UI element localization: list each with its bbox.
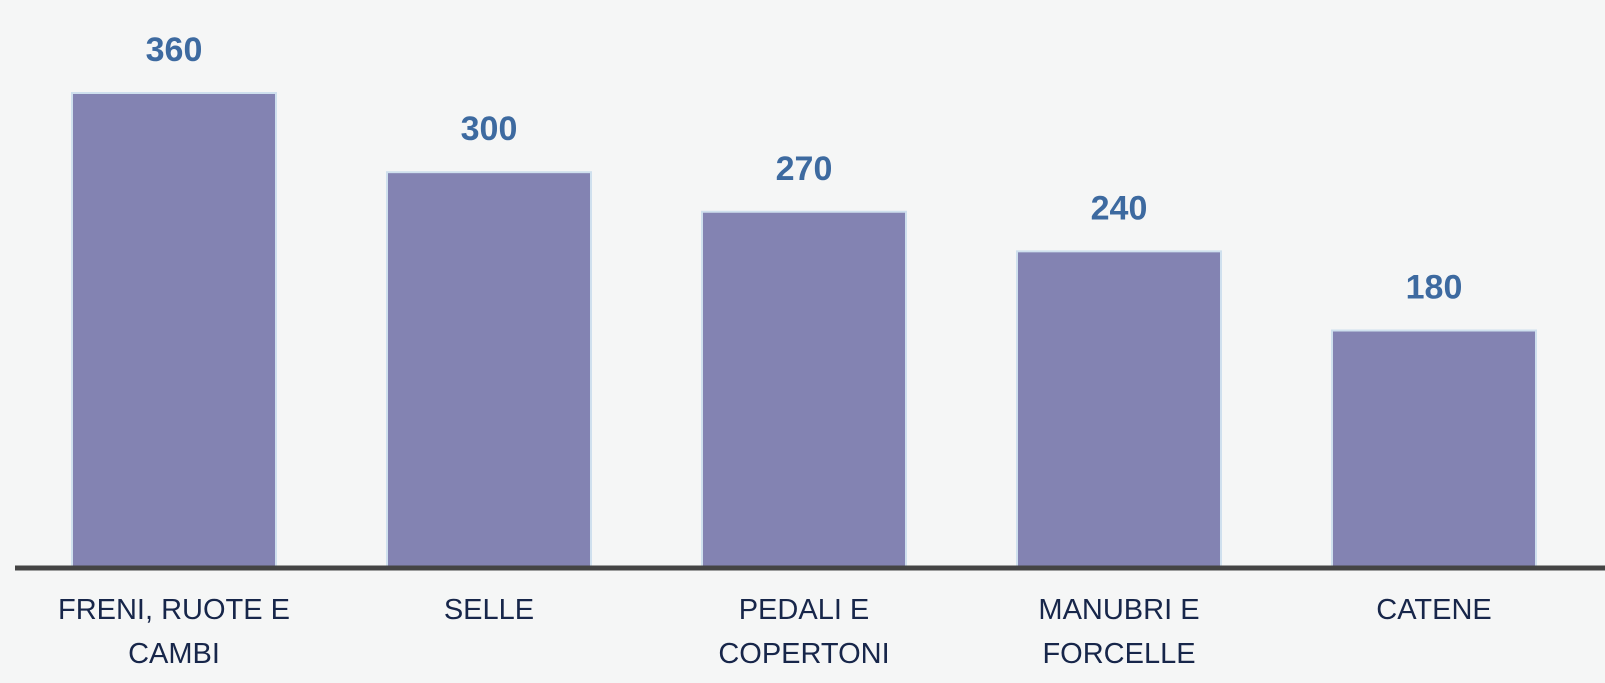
bar [71,92,277,569]
category-label: MANUBRI E FORCELLE [1038,594,1200,670]
bar [1331,329,1537,569]
value-label: 240 [1091,189,1148,227]
category-label: CATENE [1376,594,1492,626]
bar [386,171,592,570]
value-label: 360 [146,31,203,69]
bar [701,210,907,569]
value-label: 180 [1406,269,1463,307]
category-label: SELLE [443,594,535,626]
value-label: 300 [461,110,518,148]
bar [1016,250,1222,569]
category-label: PEDALI E COPERTONI [718,594,890,670]
value-label: 270 [776,150,833,188]
category-label: FRENI, RUOTE E CAMBI [57,594,290,670]
